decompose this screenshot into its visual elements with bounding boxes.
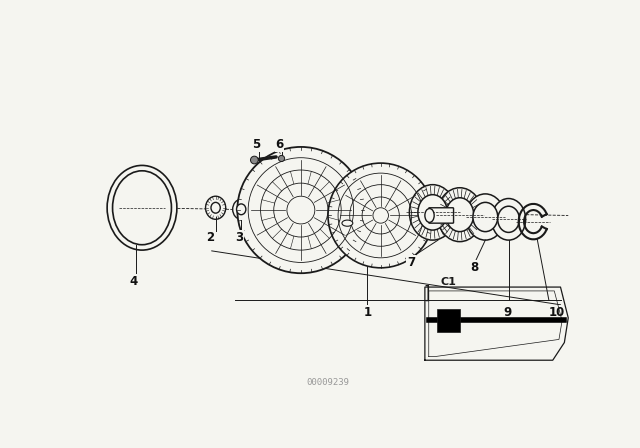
Text: 4: 4: [129, 275, 138, 288]
Ellipse shape: [466, 194, 505, 240]
Text: 6: 6: [275, 138, 284, 151]
Circle shape: [328, 163, 433, 268]
Text: 1: 1: [364, 306, 372, 319]
Ellipse shape: [113, 171, 172, 245]
Text: 3: 3: [235, 231, 243, 244]
Ellipse shape: [107, 165, 177, 250]
Text: 2: 2: [206, 231, 214, 244]
Text: 10: 10: [549, 306, 565, 319]
Ellipse shape: [498, 206, 520, 233]
Ellipse shape: [233, 199, 250, 220]
Text: 00009239: 00009239: [307, 378, 349, 387]
Text: 9: 9: [503, 306, 511, 319]
Ellipse shape: [418, 195, 447, 230]
Ellipse shape: [425, 208, 434, 222]
Ellipse shape: [211, 202, 220, 213]
Circle shape: [278, 155, 285, 162]
Ellipse shape: [410, 185, 456, 240]
Ellipse shape: [437, 188, 482, 241]
Text: C1: C1: [440, 277, 456, 287]
Circle shape: [250, 156, 259, 164]
Ellipse shape: [205, 196, 226, 220]
Ellipse shape: [342, 220, 353, 226]
Text: 7: 7: [407, 255, 415, 268]
Circle shape: [237, 147, 364, 273]
Text: ]: ]: [423, 284, 430, 302]
Bar: [436, 309, 460, 332]
Text: 5: 5: [252, 138, 260, 151]
Ellipse shape: [446, 198, 474, 232]
Ellipse shape: [492, 198, 525, 240]
Ellipse shape: [237, 204, 246, 215]
FancyBboxPatch shape: [429, 208, 454, 223]
Ellipse shape: [473, 202, 498, 232]
Text: 8: 8: [470, 261, 478, 274]
